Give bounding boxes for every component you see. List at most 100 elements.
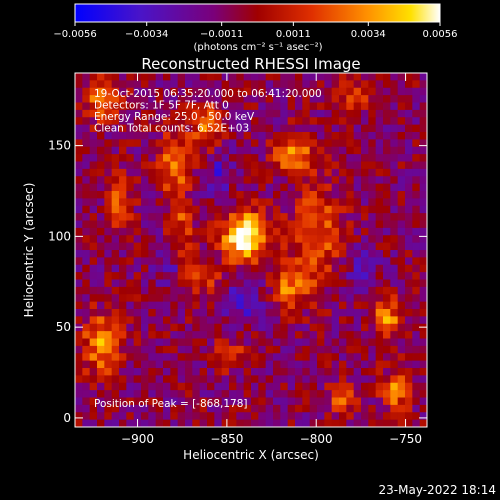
heatmap-pixel (185, 404, 193, 413)
heatmap-pixel (141, 198, 149, 207)
heatmap-pixel (346, 360, 355, 369)
heatmap-pixel (346, 264, 355, 273)
heatmap-pixel (302, 102, 311, 111)
heatmap-pixel (133, 176, 142, 185)
heatmap-pixel (119, 360, 127, 369)
heatmap-pixel (331, 154, 340, 162)
heatmap-pixel (324, 323, 333, 332)
heatmap-pixel (155, 161, 164, 170)
heatmap-pixel (89, 375, 98, 384)
heatmap-pixel (75, 375, 83, 384)
heatmap-pixel (346, 353, 355, 362)
heatmap-pixel (185, 146, 193, 155)
heatmap-pixel (141, 316, 149, 325)
heatmap-pixel (221, 242, 230, 251)
heatmap-pixel (390, 139, 399, 148)
heatmap-pixel (148, 360, 157, 369)
heatmap-pixel (405, 345, 413, 354)
heatmap-pixel (353, 124, 362, 133)
heatmap-pixel (265, 242, 274, 251)
heatmap-pixel (419, 264, 428, 273)
heatmap-pixel (273, 183, 281, 192)
heatmap-pixel (295, 109, 303, 118)
heatmap-pixel (375, 419, 384, 428)
heatmap-pixel (412, 198, 421, 207)
heatmap-pixel (170, 205, 179, 214)
heatmap-pixel (375, 198, 384, 207)
heatmap-pixel (339, 331, 347, 339)
heatmap-pixel (163, 109, 171, 118)
heatmap-pixel (280, 412, 289, 421)
heatmap-pixel (133, 397, 142, 406)
heatmap-pixel (412, 183, 421, 192)
heatmap-pixel (155, 279, 164, 288)
heatmap-pixel (383, 404, 391, 413)
heatmap-pixel (295, 353, 303, 362)
heatmap-pixel (353, 404, 362, 413)
heatmap-pixel (405, 176, 413, 185)
heatmap-pixel (89, 235, 98, 244)
heatmap-pixel (97, 279, 105, 288)
heatmap-pixel (309, 279, 318, 288)
heatmap-pixel (397, 168, 406, 177)
heatmap-pixel (383, 191, 391, 199)
heatmap-pixel (273, 146, 281, 155)
heatmap-pixel (324, 183, 333, 192)
heatmap-pixel (141, 412, 149, 421)
heatmap-pixel (177, 227, 186, 236)
heatmap-pixel (133, 124, 142, 133)
heatmap-pixel (170, 404, 179, 413)
heatmap-pixel (383, 117, 391, 126)
heatmap-pixel (251, 286, 259, 295)
heatmap-pixel (97, 338, 105, 347)
heatmap-pixel (221, 220, 230, 229)
heatmap-pixel (317, 205, 325, 214)
heatmap-pixel (214, 227, 223, 236)
heatmap-pixel (163, 301, 171, 310)
heatmap-pixel (192, 183, 201, 192)
heatmap-pixel (273, 139, 281, 148)
heatmap-pixel (163, 338, 171, 347)
heatmap-pixel (97, 117, 105, 126)
heatmap-pixel (221, 80, 230, 89)
heatmap-pixel (126, 154, 135, 162)
heatmap-pixel (324, 412, 333, 421)
heatmap-pixel (265, 102, 274, 111)
heatmap-pixel (419, 213, 428, 221)
heatmap-pixel (412, 404, 421, 413)
heatmap-pixel (346, 375, 355, 384)
heatmap-pixel (170, 331, 179, 339)
heatmap-pixel (75, 80, 83, 89)
heatmap-pixel (126, 338, 135, 347)
heatmap-pixel (265, 146, 274, 155)
heatmap-pixel (97, 213, 105, 221)
heatmap-pixel (111, 80, 120, 89)
heatmap-pixel (368, 132, 377, 140)
heatmap-pixel (383, 80, 391, 89)
heatmap-pixel (302, 87, 311, 96)
heatmap-pixel (397, 309, 406, 317)
heatmap-pixel (75, 390, 83, 398)
heatmap-pixel (317, 102, 325, 111)
heatmap-pixel (383, 309, 391, 317)
heatmap-pixel (419, 286, 428, 295)
heatmap-pixel (126, 191, 135, 199)
heatmap-pixel (339, 220, 347, 229)
heatmap-pixel (155, 264, 164, 273)
heatmap-pixel (317, 95, 325, 103)
heatmap-pixel (155, 338, 164, 347)
heatmap-pixel (243, 242, 252, 251)
heatmap-pixel (412, 146, 421, 155)
heatmap-pixel (141, 139, 149, 148)
heatmap-pixel (397, 139, 406, 148)
heatmap-pixel (221, 264, 230, 273)
heatmap-pixel (75, 227, 83, 236)
heatmap-pixel (119, 117, 127, 126)
heatmap-pixel (280, 309, 289, 317)
heatmap-pixel (163, 264, 171, 273)
heatmap-pixel (207, 353, 215, 362)
heatmap-pixel (82, 109, 91, 118)
heatmap-pixel (214, 316, 223, 325)
heatmap-pixel (97, 397, 105, 406)
heatmap-pixel (199, 102, 208, 111)
